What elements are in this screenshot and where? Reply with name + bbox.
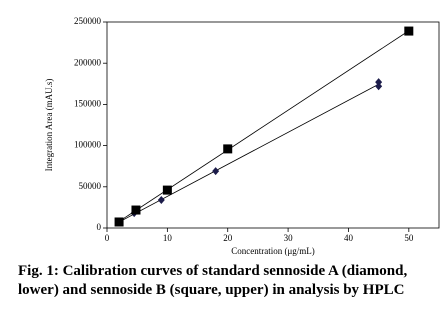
x-tick-label: 40 (344, 233, 354, 243)
plot-frame (106, 21, 440, 229)
y-tick-label: 150000 (74, 98, 102, 108)
x-tick-label: 30 (284, 233, 294, 243)
chart: Concentration (μg/mL) Integration Area (… (44, 16, 440, 256)
y-tick-label: 50000 (79, 181, 102, 191)
diamond-marker (157, 195, 165, 204)
square-marker (114, 217, 124, 227)
x-tick-label: 0 (105, 233, 110, 243)
diamond-marker (375, 78, 383, 87)
x-tick-label: 50 (404, 233, 414, 243)
x-tick-label: 20 (223, 233, 233, 243)
x-tick-label: 10 (163, 233, 173, 243)
square-marker (404, 26, 414, 36)
caption: Fig. 1: Calibration curves of standard s… (18, 263, 408, 298)
diamond-marker (212, 167, 220, 176)
x-axis-label: Concentration (μg/mL) (231, 246, 315, 256)
trend-line (118, 83, 379, 223)
y-axis-label: Integration Area (mAU.s) (44, 79, 54, 172)
trend-line (118, 30, 410, 222)
square-marker (223, 144, 233, 154)
y-tick-label: 100000 (74, 140, 102, 150)
diamond-marker (375, 82, 383, 91)
square-marker (131, 205, 141, 215)
y-tick-label: 200000 (74, 57, 102, 67)
y-tick-label: 0 (97, 222, 102, 232)
square-marker (162, 185, 172, 195)
y-tick-label: 250000 (74, 16, 102, 26)
